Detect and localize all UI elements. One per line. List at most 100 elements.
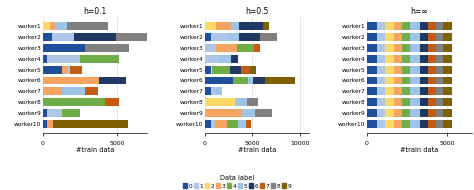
Bar	[385, 98, 394, 106]
Bar	[47, 109, 62, 117]
Bar	[263, 22, 269, 30]
Bar	[235, 98, 246, 106]
Bar	[62, 109, 80, 117]
Bar	[410, 44, 420, 52]
Bar	[385, 120, 394, 128]
Bar	[205, 77, 233, 84]
Bar	[241, 66, 250, 74]
Bar	[43, 109, 47, 117]
Bar	[52, 33, 74, 41]
Bar	[47, 55, 80, 63]
Bar	[420, 22, 428, 30]
Bar	[410, 66, 420, 74]
Bar	[428, 98, 436, 106]
Bar	[239, 33, 260, 41]
Bar	[385, 87, 394, 95]
Bar	[367, 98, 377, 106]
Bar	[394, 33, 402, 41]
Bar	[420, 66, 428, 74]
Bar	[385, 44, 394, 52]
Bar	[377, 33, 385, 41]
Bar	[367, 109, 377, 117]
Bar	[237, 44, 254, 52]
Bar	[436, 98, 443, 106]
Bar	[420, 98, 428, 106]
Bar	[428, 66, 436, 74]
Bar	[70, 66, 82, 74]
Bar	[428, 87, 436, 95]
Bar	[100, 77, 127, 84]
Bar	[62, 66, 66, 74]
Bar	[443, 120, 452, 128]
Bar	[394, 77, 402, 84]
Bar	[394, 22, 402, 30]
Bar	[410, 98, 420, 106]
Bar	[443, 55, 452, 63]
Bar	[367, 77, 377, 84]
Bar	[265, 77, 295, 84]
Bar	[443, 22, 452, 30]
Bar	[43, 120, 47, 128]
Bar	[250, 66, 256, 74]
Bar	[377, 22, 385, 30]
Bar	[229, 66, 241, 74]
Bar	[43, 77, 100, 84]
Bar	[205, 120, 210, 128]
Title: h=0.5: h=0.5	[246, 7, 269, 16]
Bar	[443, 98, 452, 106]
Bar	[260, 33, 277, 41]
Bar	[420, 120, 428, 128]
Bar	[428, 109, 436, 117]
Bar	[377, 87, 385, 95]
Bar	[216, 22, 230, 30]
Bar	[210, 33, 228, 41]
Bar	[385, 33, 394, 41]
Bar	[443, 44, 452, 52]
Bar	[53, 120, 128, 128]
Bar	[367, 22, 377, 30]
Bar	[210, 87, 216, 95]
X-axis label: #train data: #train data	[76, 147, 114, 153]
Bar	[420, 55, 428, 63]
Bar	[74, 33, 116, 41]
Bar	[410, 109, 420, 117]
Legend: 0, 1, 2, 3, 4, 5, 6, 7, 8, 9: 0, 1, 2, 3, 4, 5, 6, 7, 8, 9	[181, 172, 293, 190]
Bar	[402, 66, 410, 74]
Bar	[420, 44, 428, 52]
Bar	[212, 66, 229, 74]
Bar	[367, 55, 377, 63]
Bar	[66, 22, 109, 30]
Bar	[205, 87, 210, 95]
Bar	[402, 44, 410, 52]
Bar	[216, 44, 237, 52]
Bar	[394, 55, 402, 63]
Bar	[410, 55, 420, 63]
Bar	[436, 77, 443, 84]
Bar	[246, 120, 251, 128]
Bar	[84, 44, 129, 52]
Bar	[205, 109, 241, 117]
Bar	[105, 98, 119, 106]
Bar	[233, 77, 247, 84]
Bar	[428, 22, 436, 30]
Bar	[205, 33, 210, 41]
Bar	[394, 109, 402, 117]
Bar	[420, 77, 428, 84]
Bar	[205, 98, 235, 106]
Bar	[410, 87, 420, 95]
Bar	[43, 98, 105, 106]
Bar	[116, 33, 155, 41]
Bar	[377, 77, 385, 84]
Bar	[377, 66, 385, 74]
Bar	[219, 55, 230, 63]
Bar	[239, 22, 263, 30]
Bar	[420, 109, 428, 117]
Bar	[210, 120, 215, 128]
Bar	[385, 55, 394, 63]
Bar	[62, 87, 84, 95]
Bar	[402, 22, 410, 30]
Bar	[227, 120, 238, 128]
Bar	[377, 98, 385, 106]
Bar	[367, 44, 377, 52]
Bar	[443, 87, 452, 95]
